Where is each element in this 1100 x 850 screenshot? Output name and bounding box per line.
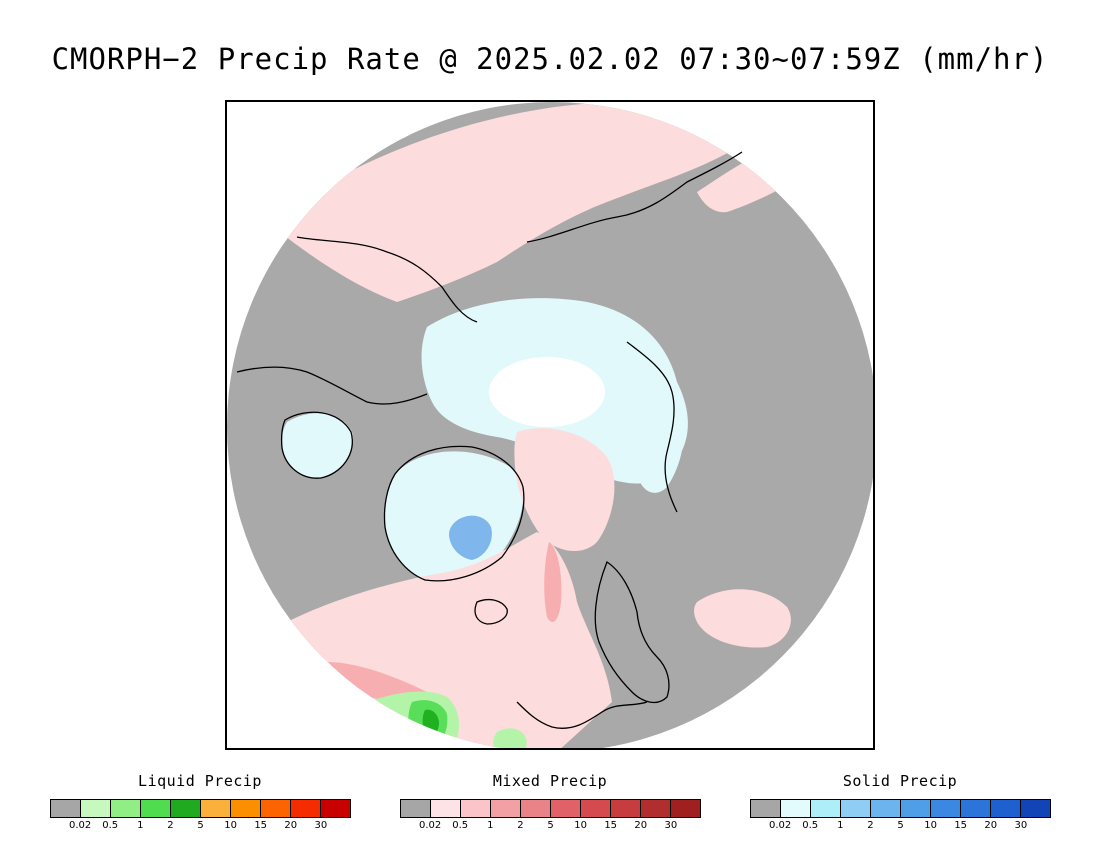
legend-tick-label: 15 [954,820,968,831]
legend-swatch [641,800,671,817]
map-title: CMORPH−2 Precip Rate @ 2025.02.02 07:30~… [51,42,1049,76]
legend-tick-label: 10 [924,820,937,831]
legend-liquid: Liquid Precip 0.02 0.5 1 2 5 10 15 20 30 [50,772,351,834]
legend-swatch [521,800,551,817]
legend-tick-label: 5 [547,820,554,831]
legend-swatch [491,800,521,817]
mixed-precip-region-east [694,589,791,648]
legend-mixed-bar [400,799,701,818]
mixed-precip-streak [544,542,562,622]
coastline-scandinavia [594,561,670,704]
legend-swatch [321,800,350,817]
legend-swatch [171,800,201,817]
mixed-precip-region-central [514,428,615,552]
legend-tick-label: 0.02 [418,820,442,831]
legend-tick-label: 5 [897,820,904,831]
polar-map-frame [225,100,875,750]
legend-swatch [461,800,491,817]
solid-precip-region-hudson [282,413,353,478]
legend-tick-label: 1 [837,820,844,831]
legend-solid: Solid Precip 0.02 0.5 1 2 5 10 15 20 30 [750,772,1051,834]
coastline-hudson-bay [280,411,353,479]
legend-tick-label: 20 [984,820,998,831]
legend-swatch [781,800,811,817]
legend-tick-label: 10 [574,820,587,831]
legend-swatch [841,800,871,817]
legend-swatch [611,800,641,817]
legend-tick-label: 0.5 [802,820,819,831]
legend-mixed-ticks: 0.02 0.5 1 2 5 10 15 20 30 [400,820,700,834]
solid-precip-region-scandinavia [631,398,684,493]
legend-swatch [201,800,231,817]
legend-tick-label: 1 [137,820,144,831]
legend-swatch [811,800,841,817]
legend-liquid-bar [50,799,351,818]
legend-tick-label: 30 [1014,820,1028,831]
legend-tick-label: 5 [197,820,204,831]
legend-mixed: Mixed Precip 0.02 0.5 1 2 5 10 15 20 30 [400,772,701,834]
legend-tick-label: 30 [664,820,678,831]
legend-swatch [551,800,581,817]
legend-tick-label: 2 [517,820,524,831]
legend-swatch [51,800,81,817]
legend-swatch [111,800,141,817]
legend-tick-label: 30 [314,820,328,831]
legend-swatch [291,800,321,817]
legend-swatch [961,800,991,817]
legend-mixed-title: Mixed Precip [492,772,608,790]
legend-swatch [901,800,931,817]
coastline-alaska [296,236,478,323]
legend-swatch [991,800,1021,817]
legend-swatch [931,800,961,817]
coastline-siberia [526,151,743,243]
legend-tick-label: 0.5 [452,820,469,831]
legend-liquid-title: Liquid Precip [138,772,262,790]
solid-precip-region-greenland-moderate [449,515,492,560]
legend-tick-label: 10 [224,820,237,831]
legend-tick-label: 0.5 [102,820,119,831]
legend-tick-label: 15 [254,820,268,831]
coastline-europe [516,701,648,729]
legend-swatch [751,800,781,817]
legend-swatch [231,800,261,817]
legend-swatch [401,800,431,817]
liquid-precip-region-east [493,728,527,748]
legend-tick-label: 2 [167,820,174,831]
legend-swatch [671,800,700,817]
coastline-canada [236,366,428,405]
legend-tick-label: 0.02 [68,820,92,831]
legend-swatch [1021,800,1050,817]
legend-swatch [141,800,171,817]
legend-tick-label: 2 [867,820,874,831]
legend-solid-bar [750,799,1051,818]
legend-swatch [431,800,461,817]
coastline-greenland [383,445,525,582]
legend-swatch [261,800,291,817]
coastline-russia-north [626,341,678,513]
legend-swatch [581,800,611,817]
legend-tick-label: 0.02 [768,820,792,831]
legend-solid-title: Solid Precip [842,772,958,790]
polar-data-gap [489,357,605,427]
precip-map [227,102,873,748]
legend-swatch [871,800,901,817]
legend-tick-label: 15 [604,820,618,831]
solid-precip-region-greenland [384,451,524,581]
legend-swatch [81,800,111,817]
coastline-iceland [474,598,508,625]
legend-tick-label: 20 [284,820,298,831]
legend-liquid-ticks: 0.02 0.5 1 2 5 10 15 20 30 [50,820,350,834]
legend-solid-ticks: 0.02 0.5 1 2 5 10 15 20 30 [750,820,1050,834]
legend-tick-label: 20 [634,820,648,831]
legend-tick-label: 1 [487,820,494,831]
coastlines [236,151,743,729]
